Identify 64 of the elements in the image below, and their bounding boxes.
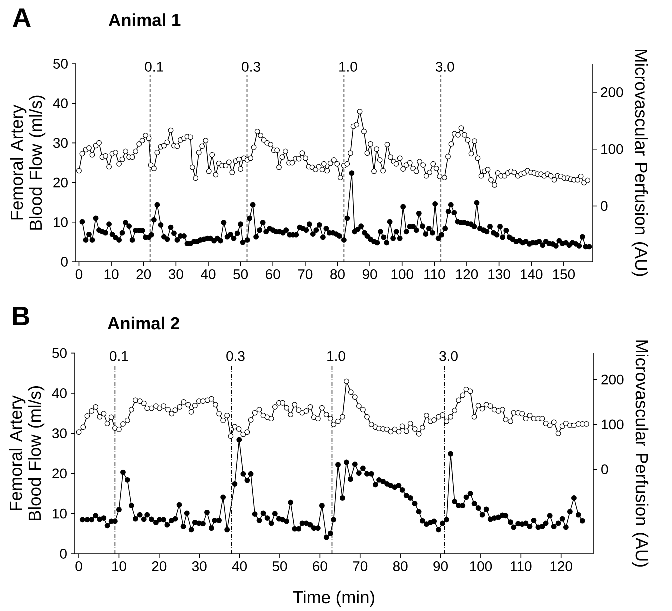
y-tick-label: 40	[52, 388, 67, 398]
y2-tick-label: 0	[601, 201, 608, 212]
y-tick-label: 0	[61, 257, 68, 267]
y2-tick-label: 200	[601, 87, 624, 98]
x-tick-label: 120	[456, 270, 478, 280]
x-tick-label: 10	[104, 270, 119, 280]
y2-tick-label: 100	[602, 420, 624, 430]
chart-title: Animal 1	[108, 14, 181, 26]
x-tick-label: 90	[362, 270, 378, 280]
y-axis-title: Femoral Artery Blood Flow (ml/s)	[9, 386, 45, 521]
y-tick-label: 50	[54, 59, 68, 69]
annotation: 3.0	[436, 62, 454, 72]
annotation: 1.0	[328, 351, 346, 362]
x-axis-title: Time (min)	[293, 590, 374, 608]
x-tick-label: 40	[201, 270, 216, 280]
x-tick-label: 30	[192, 562, 207, 572]
x-tick-label: 80	[330, 270, 345, 280]
chart-title: Animal 2	[108, 316, 180, 330]
y-tick-label: 0	[60, 549, 67, 559]
x-tick-label: 0	[76, 562, 82, 572]
x-tick-label: 150	[553, 270, 576, 280]
x-tick-label: 90	[434, 562, 448, 572]
annotation: 0.3	[242, 62, 260, 72]
x-tick-label: 80	[393, 562, 408, 572]
x-tick-label: 50	[234, 270, 248, 280]
y-tick-label: 10	[54, 217, 68, 228]
y-tick-label: 30	[53, 138, 68, 148]
y-tick-label: 50	[52, 348, 67, 358]
x-tick-label: 130	[488, 270, 510, 280]
x-tick-label: 70	[353, 562, 368, 572]
x-tick-label: 20	[152, 562, 167, 572]
x-tick-label: 20	[136, 270, 152, 280]
annotation: 0.1	[110, 351, 128, 362]
y2-tick-label: 0	[602, 464, 608, 475]
annotation: 0.1	[145, 62, 164, 72]
y-tick-label: 20	[52, 468, 67, 479]
y-tick-label: 40	[53, 98, 68, 109]
x-tick-label: 10	[112, 562, 126, 572]
x-tick-label: 60	[266, 270, 280, 280]
x-tick-label: 70	[298, 270, 313, 280]
text: A	[12, 8, 32, 28]
y-tick-label: 10	[53, 508, 67, 519]
x-tick-label: 60	[313, 562, 328, 572]
x-tick-label: 140	[521, 270, 543, 280]
y-tick-label: 30	[52, 428, 67, 439]
y-axis-title: Femoral Artery Blood Flow (ml/s)	[10, 96, 46, 230]
x-tick-label: 50	[272, 562, 288, 572]
annotation: 1.0	[340, 62, 358, 72]
x-tick-label: 100	[470, 562, 492, 572]
x-tick-label: 110	[424, 270, 446, 280]
annotation: 3.0	[440, 351, 458, 362]
x-tick-label: 120	[550, 562, 572, 572]
y2-tick-label: 200	[602, 374, 624, 385]
y2-tick-label: 100	[602, 144, 624, 154]
annotation: 0.3	[226, 351, 245, 362]
y2-axis-title: Microvascular Perfusion (AU)	[632, 340, 649, 567]
y-tick-label: 20	[54, 178, 68, 188]
x-tick-label: 30	[168, 270, 184, 280]
y2-axis-title: Microvascular Perfusion (AU)	[632, 50, 648, 276]
x-tick-label: 100	[392, 270, 414, 280]
text: B	[13, 307, 30, 326]
x-tick-label: 0	[76, 270, 83, 280]
x-tick-label: 40	[232, 562, 248, 572]
x-tick-label: 110	[511, 562, 532, 572]
